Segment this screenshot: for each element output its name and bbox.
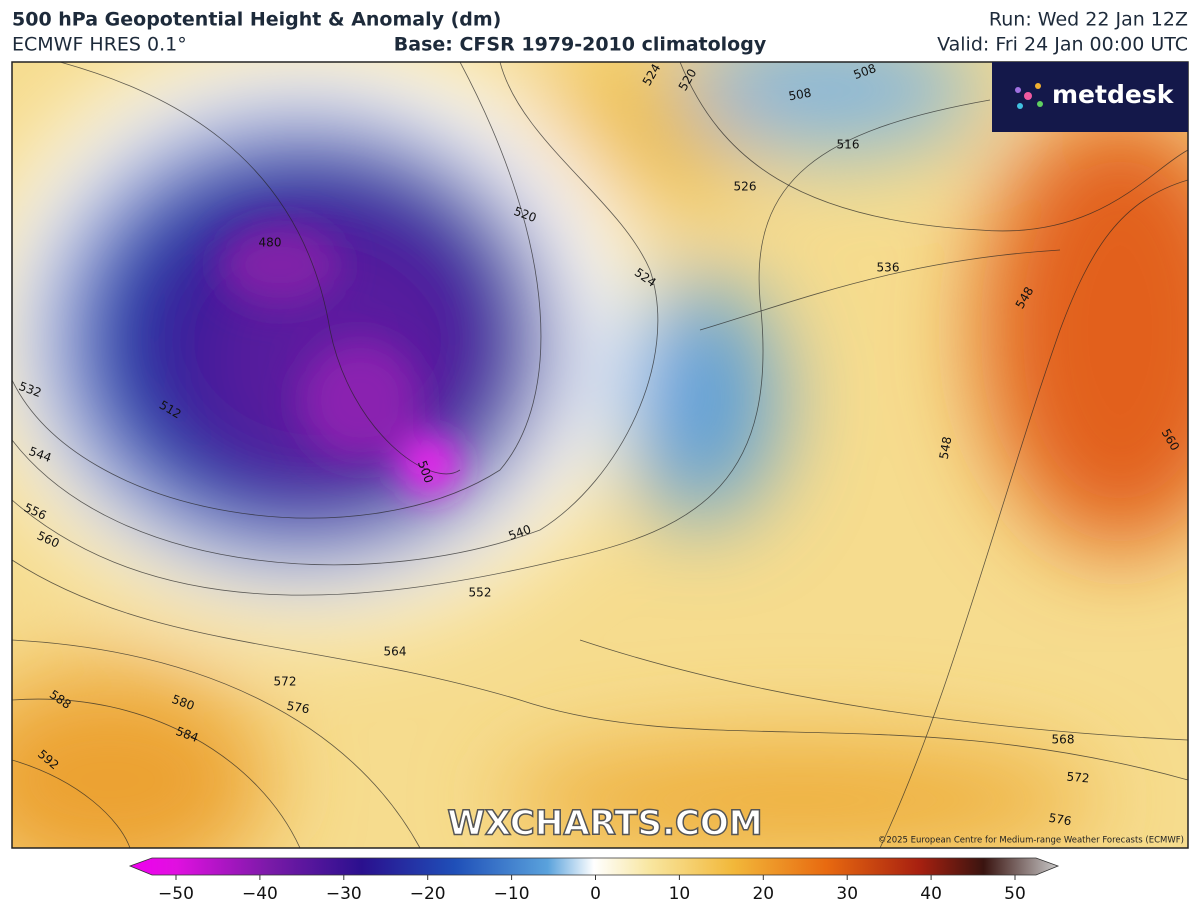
logo: metdesk [992,62,1188,132]
colorbar-scale [128,857,1060,876]
contour-label: 536 [877,261,900,275]
valid: Valid: Fri 24 Jan 00:00 UTC [937,34,1188,56]
contour-label: 480 [259,236,282,250]
contour-label: 552 [469,586,492,600]
map-frame [11,61,1189,849]
colorbar-tick-label: −30 [326,884,362,904]
contour-label: 572 [1066,770,1090,786]
contour-label: 568 [1052,733,1075,747]
colorbar-tick-label: 40 [920,884,942,904]
watermark: WXCHARTS.COM [447,804,762,844]
copyright: ©2025 European Centre for Medium-range W… [878,836,1184,846]
model: ECMWF HRES 0.1° [12,34,187,56]
colorbar-tick-label: 20 [752,884,774,904]
contour-label: 572 [274,675,297,689]
contour-label: 564 [384,645,407,659]
contour-label: 576 [286,699,311,717]
colorbar-tick-label: −40 [242,884,278,904]
colorbar-tick-label: 10 [669,884,691,904]
contour-label: 548 [937,435,955,460]
contours [12,62,1188,848]
base: Base: CFSR 1979-2010 climatology [394,34,767,56]
colorbar-tick-label: 50 [1004,884,1026,904]
map [12,62,1188,848]
colorbar-tick-label: −10 [494,884,530,904]
contour-label: 516 [837,138,860,152]
colorbar-tick-label: −20 [410,884,446,904]
colorbar: −50 −40 −30 −20 −10 0 10 20 30 40 50 [128,857,1060,904]
title: 500 hPa Geopotential Height & Anomaly (d… [12,9,501,31]
colorbar-tick-label: 0 [590,884,601,904]
run: Run: Wed 22 Jan 12Z [989,9,1188,31]
contour-label: 526 [734,180,757,194]
logo-text: metdesk [1052,80,1175,109]
colorbar-tick-label: 30 [836,884,858,904]
colorbar-tick-label: −50 [158,884,194,904]
contour-label: 576 [1048,811,1073,829]
contour-label: 508 [787,86,812,104]
